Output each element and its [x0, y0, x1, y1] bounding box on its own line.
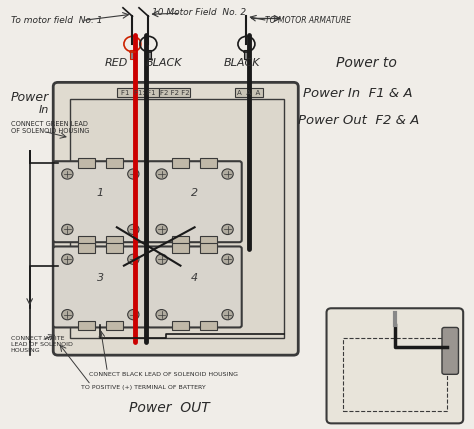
- FancyBboxPatch shape: [53, 247, 147, 327]
- Text: Power In  F1 & A: Power In F1 & A: [303, 87, 412, 100]
- Bar: [78, 244, 95, 253]
- Circle shape: [62, 254, 73, 264]
- Circle shape: [128, 310, 139, 320]
- FancyBboxPatch shape: [53, 161, 147, 242]
- Text: TO MOTOR ARMATURE: TO MOTOR ARMATURE: [265, 16, 351, 25]
- Circle shape: [222, 169, 233, 179]
- Bar: [172, 321, 189, 330]
- FancyBboxPatch shape: [53, 82, 298, 355]
- Text: CONNECT GREEN LEAD
OF SOLENOID HOUSING: CONNECT GREEN LEAD OF SOLENOID HOUSING: [11, 121, 89, 133]
- Bar: [244, 50, 249, 59]
- Text: A  A  A: A A A: [237, 90, 260, 96]
- Circle shape: [62, 169, 73, 179]
- Bar: [172, 158, 189, 168]
- Bar: [106, 158, 123, 168]
- Bar: [129, 50, 135, 59]
- Text: 10 Motor Field  No. 2: 10 Motor Field No. 2: [152, 8, 246, 17]
- Text: To motor field  No. 1: To motor field No. 1: [11, 16, 102, 25]
- Text: 4: 4: [191, 273, 198, 284]
- Bar: [70, 100, 284, 338]
- Circle shape: [156, 254, 167, 264]
- Bar: [343, 338, 447, 411]
- Bar: [235, 88, 263, 97]
- Text: 1: 1: [97, 188, 104, 198]
- FancyBboxPatch shape: [147, 247, 242, 327]
- Circle shape: [156, 224, 167, 235]
- Bar: [200, 321, 217, 330]
- Text: BLACK: BLACK: [146, 58, 182, 68]
- Bar: [78, 321, 95, 330]
- Circle shape: [62, 310, 73, 320]
- Text: TO POSITIVE (+) TERMINAL OF BATTERY: TO POSITIVE (+) TERMINAL OF BATTERY: [82, 385, 206, 390]
- Circle shape: [222, 310, 233, 320]
- FancyBboxPatch shape: [442, 327, 458, 375]
- Text: 3: 3: [97, 273, 104, 284]
- Bar: [200, 244, 217, 253]
- Bar: [106, 244, 123, 253]
- Text: CONNECT WHITE
LEAD OF SOLENOID
HOUSING: CONNECT WHITE LEAD OF SOLENOID HOUSING: [11, 336, 73, 353]
- Bar: [78, 158, 95, 168]
- Bar: [106, 236, 123, 245]
- Circle shape: [156, 169, 167, 179]
- Bar: [172, 244, 189, 253]
- Text: F2 F2 F2: F2 F2 F2: [160, 90, 190, 96]
- Circle shape: [156, 310, 167, 320]
- FancyBboxPatch shape: [147, 161, 242, 242]
- Text: Power: Power: [10, 91, 49, 104]
- Circle shape: [128, 224, 139, 235]
- Bar: [172, 236, 189, 245]
- Text: Power Out  F2 & A: Power Out F2 & A: [298, 114, 419, 127]
- Bar: [78, 236, 95, 245]
- Circle shape: [128, 254, 139, 264]
- Bar: [159, 88, 190, 97]
- Circle shape: [222, 224, 233, 235]
- Text: Power  OUT: Power OUT: [128, 402, 210, 415]
- FancyBboxPatch shape: [327, 308, 463, 423]
- Text: RED: RED: [105, 58, 128, 68]
- Bar: [117, 88, 159, 97]
- Bar: [146, 50, 151, 59]
- Text: Power to: Power to: [336, 56, 397, 70]
- Text: BLACK: BLACK: [223, 58, 260, 68]
- Text: F1  F1: F1: F1 F1: F1: [121, 90, 155, 96]
- Bar: [200, 236, 217, 245]
- Text: CONNECT BLACK LEAD OF SOLENOID HOUSING: CONNECT BLACK LEAD OF SOLENOID HOUSING: [89, 372, 237, 377]
- Text: In: In: [39, 105, 49, 115]
- Bar: [200, 158, 217, 168]
- Text: 2: 2: [191, 188, 198, 198]
- Circle shape: [128, 169, 139, 179]
- Circle shape: [222, 254, 233, 264]
- Circle shape: [62, 224, 73, 235]
- Bar: [106, 321, 123, 330]
